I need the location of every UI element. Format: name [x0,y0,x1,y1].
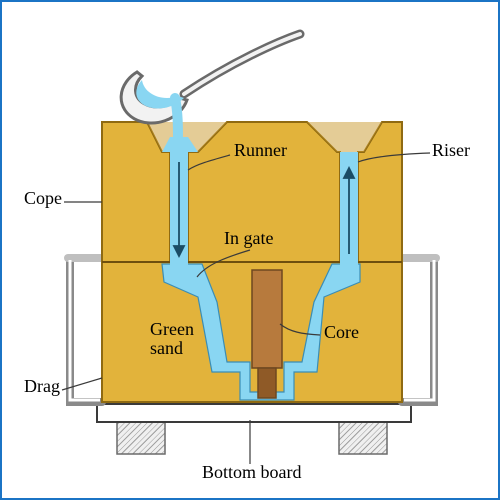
support-block-left [117,422,165,454]
label-cope: Cope [24,188,62,209]
label-green-sand: Greensand [150,320,194,358]
diagram-frame: Runner Riser Cope In gate Greensand Core… [0,0,500,500]
casting-diagram [2,2,500,502]
label-core: Core [324,322,359,343]
support-block-right [339,422,387,454]
label-bottom-board: Bottom board [202,462,302,483]
label-runner: Runner [234,140,287,161]
label-drag: Drag [24,376,60,397]
label-in-gate: In gate [224,228,273,249]
label-riser: Riser [432,140,470,161]
bottom-board [97,404,411,422]
